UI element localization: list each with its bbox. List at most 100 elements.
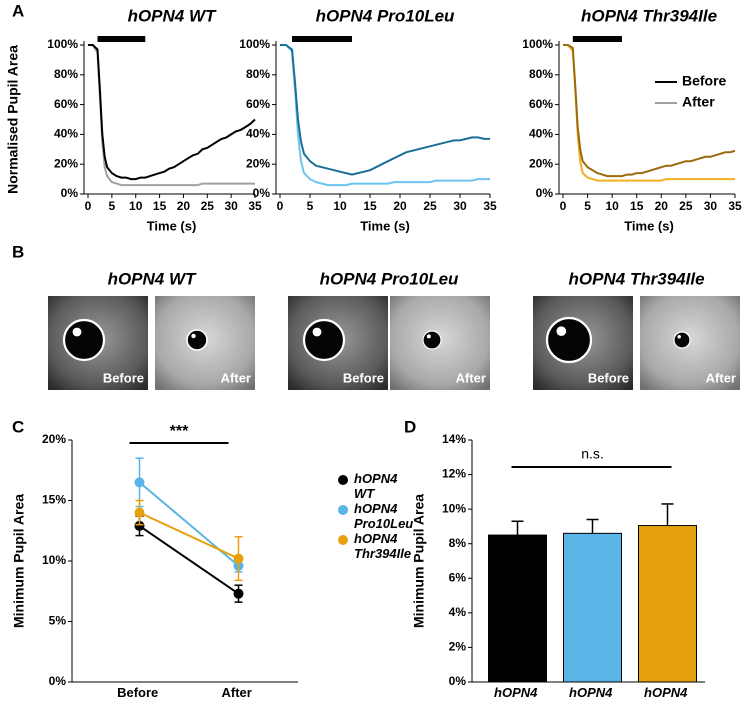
image-label: Before bbox=[588, 370, 629, 385]
x-tick-label: 15 bbox=[153, 199, 167, 213]
panel-letter: A bbox=[12, 1, 24, 20]
x-tick-label: 15 bbox=[630, 199, 644, 213]
data-point bbox=[233, 588, 244, 599]
stimulus-bar bbox=[292, 36, 352, 42]
y-tick-label: 5% bbox=[49, 614, 67, 628]
x-tick-label: 10 bbox=[129, 199, 143, 213]
y-tick-label: 40% bbox=[246, 127, 270, 141]
y-tick-label: 80% bbox=[246, 67, 270, 81]
y-tick-label: 6% bbox=[449, 570, 467, 584]
reflection bbox=[312, 327, 322, 337]
y-tick-label: 100% bbox=[239, 37, 270, 51]
y-tick-label: 60% bbox=[54, 97, 78, 111]
data-point bbox=[134, 477, 145, 488]
x-tick-label: hOPN4 Thr394Ile bbox=[639, 685, 696, 700]
legend-label: After bbox=[682, 94, 715, 110]
series-line bbox=[280, 44, 490, 176]
reflection bbox=[677, 335, 681, 339]
data-point bbox=[233, 553, 244, 564]
series-line bbox=[280, 44, 490, 187]
x-tick-label: hOPN4 WT bbox=[494, 685, 541, 700]
y-tick-label: 100% bbox=[522, 37, 553, 51]
y-tick-label: 20% bbox=[54, 156, 78, 170]
y-tick-label: 80% bbox=[54, 67, 78, 81]
x-tick-label: 35 bbox=[248, 199, 262, 213]
data-point bbox=[134, 520, 145, 531]
bar bbox=[563, 532, 622, 683]
legend-label: hOPN4 WT bbox=[354, 471, 401, 501]
x-tick-label: After Injection bbox=[212, 685, 266, 700]
x-tick-label: 0 bbox=[277, 199, 284, 213]
y-tick-label: 60% bbox=[529, 97, 553, 111]
image-label: After bbox=[456, 370, 486, 385]
reflection bbox=[72, 327, 82, 337]
y-tick-label: 14% bbox=[442, 432, 466, 446]
series-line bbox=[138, 525, 240, 595]
image-label: Before bbox=[103, 370, 144, 385]
x-tick-label: 0 bbox=[560, 199, 567, 213]
x-tick-label: 30 bbox=[453, 199, 467, 213]
x-tick-label: 25 bbox=[201, 199, 215, 213]
image-label: After bbox=[221, 370, 251, 385]
y-tick-label: 10% bbox=[442, 501, 466, 515]
pupil bbox=[422, 330, 442, 350]
y-axis-label: Minimum Pupil Area bbox=[411, 494, 427, 628]
y-tick-label: 0% bbox=[449, 674, 467, 688]
y-tick-label: 2% bbox=[449, 640, 467, 654]
bar bbox=[488, 534, 547, 683]
x-tick-label: 25 bbox=[423, 199, 437, 213]
y-axis-label: Normalised Pupil Area bbox=[5, 45, 21, 194]
panel-letter: B bbox=[12, 242, 24, 261]
series-line bbox=[88, 44, 256, 181]
x-axis-label: Time (s) bbox=[360, 218, 410, 233]
y-tick-label: 0% bbox=[49, 674, 67, 688]
y-tick-label: 20% bbox=[529, 156, 553, 170]
legend-label: Before bbox=[682, 73, 727, 89]
y-tick-label: 40% bbox=[529, 127, 553, 141]
x-tick-label: 15 bbox=[363, 199, 377, 213]
legend-label: hOPN4 Thr394Ile bbox=[354, 531, 411, 561]
image-title: hOPN4 Thr394Ile bbox=[568, 269, 704, 288]
series-line bbox=[563, 44, 735, 182]
pupil bbox=[673, 331, 691, 349]
legend-swatch bbox=[338, 475, 348, 485]
image-title: hOPN4 WT bbox=[108, 269, 197, 288]
x-tick-label: 35 bbox=[728, 199, 742, 213]
y-tick-label: 40% bbox=[54, 127, 78, 141]
panel-letter: D bbox=[404, 417, 416, 436]
y-tick-label: 12% bbox=[442, 467, 466, 481]
pupil bbox=[302, 318, 346, 362]
data-point bbox=[134, 507, 145, 518]
x-tick-label: 5 bbox=[109, 199, 116, 213]
stimulus-bar bbox=[572, 36, 622, 42]
annotation: n.s. bbox=[581, 446, 604, 462]
series-line bbox=[138, 481, 240, 567]
pupil bbox=[62, 318, 106, 362]
chart-title: hOPN4 Pro10Leu bbox=[316, 6, 455, 25]
x-tick-label: 30 bbox=[704, 199, 718, 213]
stimulus-bar bbox=[97, 36, 146, 42]
x-tick-label: 10 bbox=[333, 199, 347, 213]
x-axis-label: Time (s) bbox=[624, 218, 674, 233]
reflection bbox=[191, 333, 196, 339]
y-tick-label: 20% bbox=[246, 156, 270, 170]
y-tick-label: 20% bbox=[42, 432, 66, 446]
x-tick-label: 35 bbox=[483, 199, 497, 213]
x-tick-label: 20 bbox=[393, 199, 407, 213]
pupil bbox=[545, 316, 593, 364]
x-tick-label: Before Injection bbox=[113, 685, 167, 700]
x-tick-label: 10 bbox=[605, 199, 619, 213]
y-tick-label: 60% bbox=[246, 97, 270, 111]
image-title: hOPN4 Pro10Leu bbox=[320, 269, 459, 288]
x-tick-label: 0 bbox=[85, 199, 92, 213]
reflection bbox=[426, 334, 431, 339]
y-axis-label: Minimum Pupil Area bbox=[11, 494, 27, 628]
y-tick-label: 100% bbox=[47, 37, 78, 51]
y-tick-label: 0% bbox=[61, 186, 79, 200]
y-tick-label: 8% bbox=[449, 536, 467, 550]
y-tick-label: 15% bbox=[42, 493, 66, 507]
legend-swatch bbox=[338, 535, 348, 545]
chart-title: hOPN4 Thr394Ile bbox=[581, 6, 717, 25]
y-tick-label: 10% bbox=[42, 553, 66, 567]
